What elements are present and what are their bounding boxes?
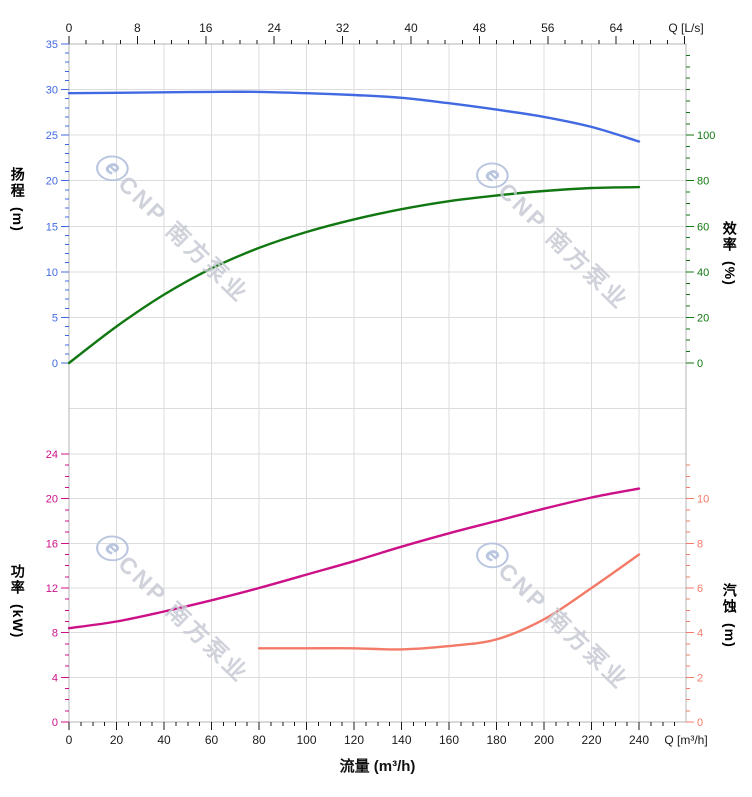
svg-text:100: 100 <box>296 733 316 747</box>
head-axis: 0 5 10 15 20 25 30 35 <box>46 39 69 370</box>
x-axis-top: 0 8 16 24 32 40 48 56 64 Q [L/s] <box>66 21 704 44</box>
power-curve <box>67 487 641 630</box>
flow-axis-label: 流量 (m³/h) <box>339 758 416 775</box>
head-axis-title-text: 扬程 <box>9 167 26 199</box>
svg-text:10: 10 <box>697 494 709 506</box>
svg-text:10: 10 <box>46 267 58 279</box>
power-axis-title-text: 功率 <box>9 564 26 596</box>
npsh-curve <box>257 553 641 651</box>
svg-text:0: 0 <box>66 733 73 747</box>
plot-border <box>68 43 687 723</box>
svg-text:Q [L/s]: Q [L/s] <box>668 21 703 35</box>
svg-text:24: 24 <box>46 449 58 461</box>
svg-text:180: 180 <box>486 733 506 747</box>
efficiency-axis-unit: (%) <box>721 261 738 286</box>
svg-text:6: 6 <box>697 583 703 595</box>
svg-text:60: 60 <box>205 733 219 747</box>
svg-text:48: 48 <box>473 21 487 35</box>
svg-text:200: 200 <box>534 733 554 747</box>
svg-text:0: 0 <box>697 717 703 729</box>
svg-text:12: 12 <box>46 583 58 595</box>
svg-text:140: 140 <box>391 733 411 747</box>
power-axis-unit: (kW) <box>9 604 26 639</box>
svg-text:24: 24 <box>268 21 282 35</box>
svg-text:Q [m³/h]: Q [m³/h] <box>664 733 707 747</box>
svg-text:2: 2 <box>697 672 703 684</box>
svg-text:20: 20 <box>697 312 709 324</box>
svg-text:20: 20 <box>46 494 58 506</box>
svg-text:0: 0 <box>52 717 58 729</box>
svg-text:40: 40 <box>697 267 709 279</box>
svg-text:5: 5 <box>52 312 58 324</box>
svg-text:40: 40 <box>157 733 171 747</box>
svg-text:35: 35 <box>46 39 58 51</box>
npsh-axis-title: 汽蚀 (m) <box>721 583 738 648</box>
svg-text:20: 20 <box>46 176 58 188</box>
efficiency-axis: 0 20 40 60 80 100 <box>686 54 715 370</box>
power-axis-title: 功率 (kW) <box>9 564 26 638</box>
svg-text:220: 220 <box>581 733 601 747</box>
svg-text:8: 8 <box>52 628 58 640</box>
svg-text:32: 32 <box>336 21 350 35</box>
svg-text:20: 20 <box>110 733 124 747</box>
svg-text:56: 56 <box>541 21 555 35</box>
efficiency-axis-title: 效率 (%) <box>721 221 738 286</box>
head-axis-title: 扬程 (m) <box>9 167 26 232</box>
svg-text:0: 0 <box>52 358 58 370</box>
svg-text:40: 40 <box>404 21 418 35</box>
svg-text:16: 16 <box>46 538 58 550</box>
gridlines <box>69 44 686 722</box>
svg-text:30: 30 <box>46 85 58 97</box>
svg-text:15: 15 <box>46 221 58 233</box>
svg-text:100: 100 <box>697 130 715 142</box>
head-curve <box>67 90 641 143</box>
svg-text:8: 8 <box>697 538 703 550</box>
efficiency-axis-title-text: 效率 <box>721 221 738 253</box>
efficiency-curve <box>67 185 641 365</box>
svg-text:80: 80 <box>697 176 709 188</box>
svg-text:4: 4 <box>697 628 703 640</box>
svg-text:16: 16 <box>199 21 213 35</box>
svg-text:8: 8 <box>134 21 141 35</box>
svg-text:0: 0 <box>697 358 703 370</box>
svg-text:60: 60 <box>697 221 709 233</box>
svg-text:0: 0 <box>66 21 73 35</box>
npsh-axis-title-text: 汽蚀 <box>721 583 738 615</box>
power-axis: 0 4 8 12 16 20 24 <box>46 449 69 729</box>
x-axis-bottom: 0 20 40 60 80 100 120 140 160 180 200 220 240 Q [m³/h… <box>66 722 708 747</box>
svg-text:240: 240 <box>629 733 649 747</box>
svg-text:160: 160 <box>439 733 459 747</box>
svg-text:4: 4 <box>52 672 58 684</box>
svg-text:80: 80 <box>252 733 266 747</box>
npsh-axis-unit: (m) <box>721 623 738 648</box>
head-axis-unit: (m) <box>9 207 26 232</box>
svg-text:25: 25 <box>46 130 58 142</box>
svg-text:120: 120 <box>344 733 364 747</box>
npsh-axis: 0 2 4 6 8 10 <box>686 464 709 729</box>
svg-text:64: 64 <box>610 21 624 35</box>
